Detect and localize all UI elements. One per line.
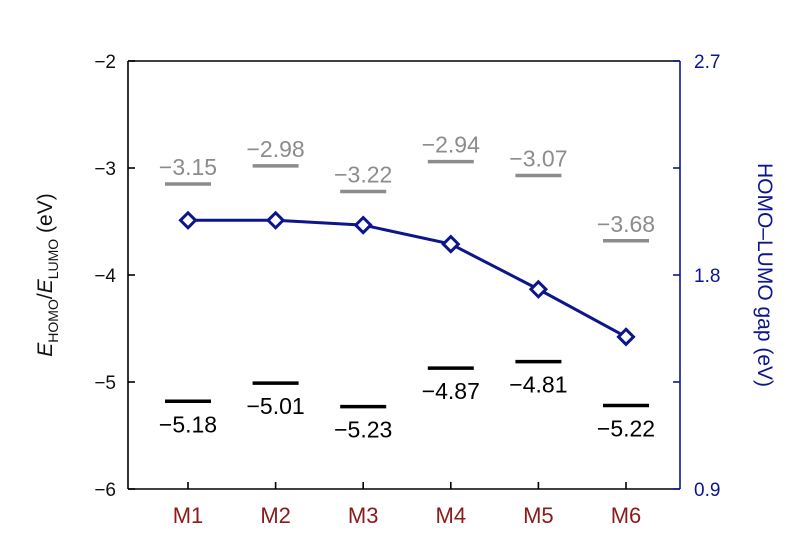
left-tick-label: −3	[94, 159, 116, 180]
gap-point-marker	[178, 210, 198, 230]
right-tick-label: 2.7	[694, 52, 720, 73]
lumo-value-label: −2.94	[422, 132, 480, 158]
gap-point-marker	[528, 279, 549, 299]
left-tick-label: −4	[94, 266, 116, 287]
homo-value-label: −4.87	[422, 378, 480, 404]
homo-value-label: −5.23	[334, 417, 392, 443]
homo-value-label: −5.18	[159, 411, 217, 437]
category-labels: M1 M2 M3 M4 M5 M6	[173, 482, 642, 528]
lumo-value-label: −3.15	[159, 154, 217, 180]
gap-point-marker	[265, 210, 286, 230]
homo-value-label: −5.22	[597, 416, 655, 442]
left-tick-label: −5	[94, 373, 116, 394]
gap-point-marker	[616, 327, 636, 347]
right-tick-label: 0.9	[694, 480, 720, 501]
energy-level-bars: −3.15 −2.98 −3.22 −2.94 −3.07 −3.68 −5.18 −5.01…	[159, 132, 655, 443]
category-label: M2	[260, 503, 291, 528]
right-axis-ticks: 0.9 1.8 2.7	[673, 52, 720, 501]
gap-point-marker	[441, 234, 461, 254]
left-axis-title: EHOMO/ELUMO (eV)	[34, 193, 61, 356]
homo-value-label: −4.81	[509, 372, 567, 398]
category-label: M1	[173, 503, 204, 528]
gap-point-marker	[353, 215, 373, 235]
left-tick-label: −6	[94, 480, 116, 501]
left-axis-ticks: −6 −5 −4 −3 −2	[94, 52, 135, 501]
category-label: M6	[611, 503, 642, 528]
gap-line	[188, 218, 627, 339]
homo-value-label: −5.01	[246, 393, 304, 419]
right-tick-label: 1.8	[694, 266, 720, 287]
lumo-value-label: −3.22	[334, 162, 392, 188]
category-label: M5	[523, 503, 554, 528]
lumo-value-label: −3.07	[509, 145, 567, 171]
gap-series	[178, 210, 636, 347]
category-label: M4	[436, 503, 467, 528]
right-axis-title: HOMO–LUMO gap (eV)	[753, 163, 776, 387]
lumo-value-label: −3.68	[597, 211, 655, 237]
lumo-value-label: −2.98	[246, 136, 304, 162]
category-label: M3	[348, 503, 379, 528]
left-tick-label: −2	[94, 52, 116, 73]
